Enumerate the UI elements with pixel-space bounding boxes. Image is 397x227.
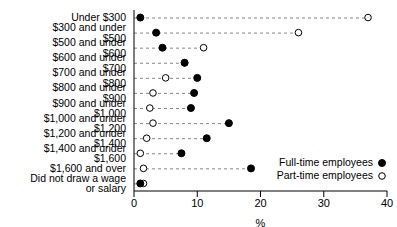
- html-text:$500: $500: [102, 31, 126, 44]
- svg-text:%: %: [256, 217, 266, 227]
- html-text:$700: $700: [102, 61, 126, 74]
- html-text:$600: $600: [102, 46, 126, 59]
- svg-text:$1,400 and under$1,600: $1,400 and under$1,600: [44, 142, 127, 165]
- svg-text:10: 10: [191, 197, 203, 209]
- svg-text:40: 40: [381, 197, 389, 209]
- html-text:$900: $900: [102, 91, 126, 104]
- html-text:$800 and under: $800 and under: [52, 81, 126, 94]
- html-text:$1,200 and under: $1,200 and under: [43, 126, 126, 139]
- svg-text:Under $300: Under $300: [71, 11, 126, 24]
- html-text:$800: $800: [102, 76, 126, 89]
- html-text:$1,200: $1,200: [93, 122, 126, 135]
- svg-text:$1,600 and over: $1,600 and over: [50, 162, 126, 175]
- html-text:Part-time employees: Part-time employees: [276, 169, 373, 181]
- html-text:$900 and under: $900 and under: [52, 96, 126, 109]
- svg-text:Did not draw a wageor salary: Did not draw a wageor salary: [30, 172, 126, 195]
- svg-text:30: 30: [318, 197, 330, 209]
- html-text:Full-time employees: Full-time employees: [279, 156, 373, 168]
- svg-text:20: 20: [254, 197, 266, 209]
- html-text:$500 and under: $500 and under: [52, 36, 126, 49]
- html-text:$600 and under: $600 and under: [52, 51, 126, 64]
- html-text:$1,000: $1,000: [93, 107, 126, 119]
- html-text:$300 and under: $300 and under: [52, 21, 126, 34]
- svg-text:0: 0: [131, 197, 137, 209]
- html-text:$700 and under: $700 and under: [52, 66, 126, 79]
- html-text:$1,000 and under: $1,000 and under: [43, 111, 126, 124]
